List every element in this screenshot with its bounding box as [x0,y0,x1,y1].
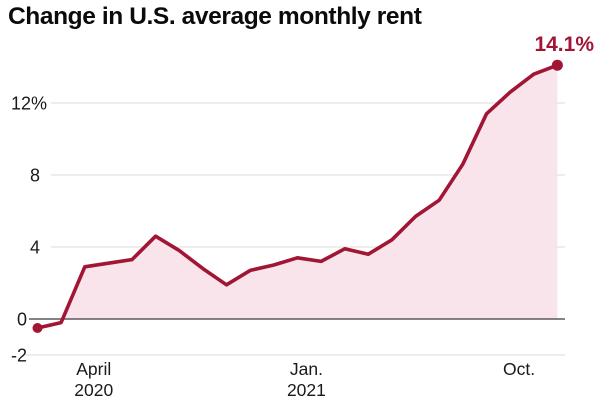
x-tick-label: April [76,359,111,379]
area-fill [62,65,558,319]
rent-line [37,63,559,330]
x-tick-label: 2020 [74,380,113,400]
start-point-dot [32,323,43,333]
y-tick-label: -2 [11,346,27,366]
y-tick-label: 0 [17,310,27,330]
end-point-dot [551,59,563,71]
x-tick-label: 2021 [287,380,326,400]
y-tick-label: 12% [11,94,47,114]
endpoint-value-label: 14.1% [534,33,594,56]
x-tick-label: Jan. [290,359,323,379]
chart-title: Change in U.S. average monthly rent [8,3,422,30]
y-tick-label: 8 [30,166,40,186]
y-tick-label: 4 [30,238,40,258]
x-tick-label: Oct. [503,359,535,379]
